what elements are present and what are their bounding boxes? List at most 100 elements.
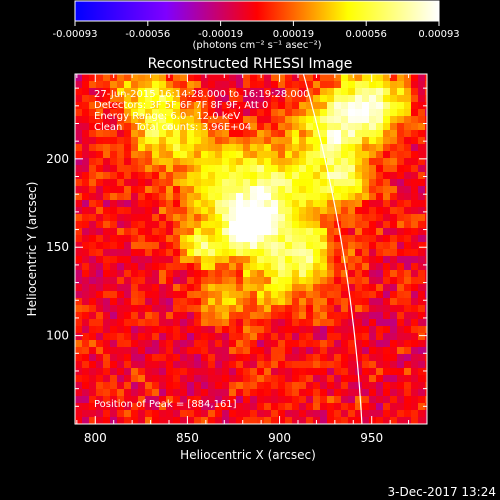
- heatmap-cell: [110, 368, 118, 376]
- heatmap-cell: [138, 116, 146, 124]
- heatmap-cell: [418, 291, 426, 299]
- heatmap-cell: [236, 242, 244, 250]
- heatmap-cell: [236, 207, 244, 215]
- heatmap-cell: [131, 102, 139, 110]
- heatmap-cell: [152, 403, 160, 411]
- heatmap-cell: [89, 123, 97, 131]
- heatmap-cell: [96, 375, 104, 383]
- heatmap-cell: [124, 375, 132, 383]
- heatmap-cell: [187, 389, 195, 397]
- heatmap-cell: [257, 326, 265, 334]
- heatmap-cell: [215, 137, 223, 145]
- heatmap-cell: [285, 221, 293, 229]
- heatmap-cell: [194, 375, 202, 383]
- heatmap-cell: [355, 347, 363, 355]
- heatmap-cell: [404, 214, 412, 222]
- heatmap-cell: [278, 207, 286, 215]
- heatmap-cell: [292, 333, 300, 341]
- heatmap-cell: [306, 165, 314, 173]
- heatmap-cell: [299, 235, 307, 243]
- heatmap-cell: [180, 312, 188, 320]
- heatmap-cell: [376, 333, 384, 341]
- heatmap-cell: [341, 270, 349, 278]
- heatmap-cell: [418, 270, 426, 278]
- heatmap-cell: [236, 144, 244, 152]
- heatmap-cell: [117, 375, 125, 383]
- heatmap-cell: [383, 207, 391, 215]
- heatmap-cell: [96, 214, 104, 222]
- heatmap-cell: [138, 347, 146, 355]
- heatmap-cell: [313, 144, 321, 152]
- heatmap-cell: [425, 151, 427, 159]
- heatmap-cell: [201, 151, 209, 159]
- heatmap-cell: [257, 249, 265, 257]
- heatmap-cell: [278, 214, 286, 222]
- heatmap-cell: [180, 123, 188, 131]
- heatmap-cell: [383, 74, 391, 82]
- heatmap-cell: [362, 137, 370, 145]
- heatmap-cell: [278, 249, 286, 257]
- heatmap-cell: [257, 298, 265, 306]
- heatmap-cell: [124, 305, 132, 313]
- heatmap-cell: [124, 319, 132, 327]
- heatmap-cell: [124, 200, 132, 208]
- heatmap-cell: [131, 305, 139, 313]
- heatmap-cell: [355, 284, 363, 292]
- heatmap-cell: [397, 74, 405, 82]
- heatmap-cell: [236, 347, 244, 355]
- heatmap-cell: [327, 214, 335, 222]
- heatmap-cell: [418, 312, 426, 320]
- heatmap-cell: [320, 361, 328, 369]
- heatmap-cell: [117, 179, 125, 187]
- heatmap-cell: [215, 326, 223, 334]
- heatmap-cell: [285, 88, 293, 96]
- heatmap-cell: [425, 165, 427, 173]
- heatmap-cell: [229, 207, 237, 215]
- heatmap-cell: [124, 333, 132, 341]
- heatmap-cell: [159, 333, 167, 341]
- heatmap-cell: [124, 403, 132, 411]
- heatmap-cell: [285, 186, 293, 194]
- heatmap-cell: [418, 172, 426, 180]
- heatmap-cell: [292, 130, 300, 138]
- heatmap-cell: [320, 130, 328, 138]
- heatmap-cell: [285, 354, 293, 362]
- heatmap-cell: [418, 256, 426, 264]
- heatmap-cell: [124, 368, 132, 376]
- heatmap-cell: [299, 242, 307, 250]
- heatmap-cell: [145, 158, 153, 166]
- heatmap-cell: [173, 263, 181, 271]
- heatmap-cell: [257, 81, 265, 89]
- heatmap-cell: [243, 74, 251, 82]
- heatmap-cell: [89, 102, 97, 110]
- heatmap-cell: [334, 144, 342, 152]
- heatmap-cell: [383, 130, 391, 138]
- heatmap-cell: [173, 137, 181, 145]
- heatmap-cell: [334, 235, 342, 243]
- heatmap-cell: [89, 235, 97, 243]
- heatmap-cell: [404, 340, 412, 348]
- heatmap-cell: [236, 95, 244, 103]
- heatmap-cell: [110, 382, 118, 390]
- heatmap-cell: [103, 256, 111, 264]
- heatmap-cell: [222, 74, 230, 82]
- heatmap-cell: [397, 340, 405, 348]
- heatmap-cell: [306, 186, 314, 194]
- heatmap-cell: [320, 214, 328, 222]
- heatmap-cell: [166, 375, 174, 383]
- heatmap-cell: [292, 81, 300, 89]
- heatmap-cell: [194, 347, 202, 355]
- heatmap-cell: [110, 375, 118, 383]
- heatmap-cell: [257, 319, 265, 327]
- heatmap-cell: [75, 179, 83, 187]
- heatmap-cell: [103, 214, 111, 222]
- heatmap-cell: [194, 410, 202, 418]
- heatmap-cell: [341, 249, 349, 257]
- heatmap-cell: [117, 207, 125, 215]
- heatmap-cell: [264, 396, 272, 404]
- heatmap-cell: [173, 403, 181, 411]
- heatmap-cell: [159, 214, 167, 222]
- heatmap-cell: [215, 389, 223, 397]
- heatmap-cell: [89, 333, 97, 341]
- heatmap-cell: [257, 382, 265, 390]
